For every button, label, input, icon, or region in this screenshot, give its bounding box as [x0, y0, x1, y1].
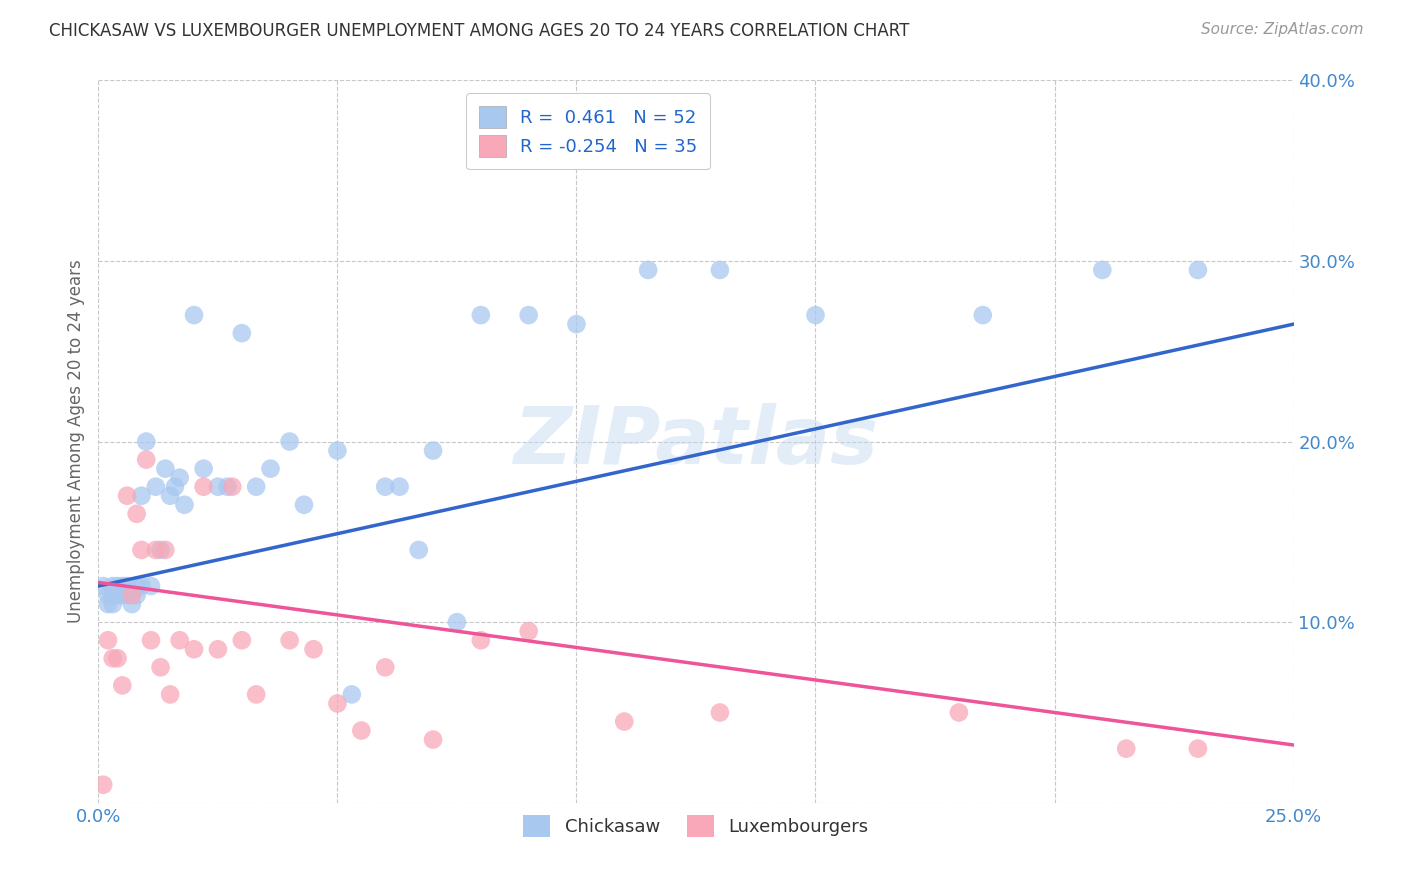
Point: [292, 498, 315, 512]
Point: [245, 480, 267, 494]
Point: [972, 308, 994, 322]
Point: [125, 507, 148, 521]
Point: [115, 489, 138, 503]
Point: [101, 651, 124, 665]
Point: [408, 542, 430, 557]
Point: [107, 651, 129, 665]
Point: [121, 588, 143, 602]
Point: [131, 579, 153, 593]
Point: [101, 588, 124, 602]
Point: [115, 579, 138, 593]
Point: [135, 434, 157, 449]
Point: [422, 732, 444, 747]
Point: [107, 588, 129, 602]
Point: [135, 452, 157, 467]
Point: [278, 434, 301, 449]
Legend: Chickasaw, Luxembourgers: Chickasaw, Luxembourgers: [516, 808, 876, 845]
Point: [613, 714, 636, 729]
Point: [1091, 263, 1114, 277]
Point: [169, 633, 191, 648]
Point: [709, 706, 731, 720]
Point: [111, 579, 134, 593]
Point: [97, 588, 120, 602]
Point: [374, 480, 396, 494]
Point: [948, 706, 970, 720]
Point: [517, 308, 540, 322]
Point: [155, 542, 177, 557]
Point: [302, 642, 325, 657]
Point: [107, 579, 129, 593]
Point: [139, 579, 162, 593]
Point: [149, 542, 172, 557]
Point: [207, 642, 229, 657]
Point: [470, 633, 492, 648]
Point: [422, 443, 444, 458]
Point: [145, 542, 167, 557]
Point: [245, 687, 267, 701]
Point: [149, 660, 172, 674]
Point: [101, 579, 124, 593]
Point: [326, 697, 349, 711]
Point: [183, 642, 205, 657]
Point: [125, 579, 148, 593]
Point: [565, 317, 588, 331]
Point: [231, 633, 253, 648]
Point: [121, 588, 143, 602]
Point: [804, 308, 827, 322]
Point: [159, 489, 181, 503]
Point: [217, 480, 239, 494]
Point: [97, 633, 120, 648]
Point: [259, 461, 281, 475]
Y-axis label: Unemployment Among Ages 20 to 24 years: Unemployment Among Ages 20 to 24 years: [66, 260, 84, 624]
Point: [1187, 741, 1209, 756]
Point: [709, 263, 731, 277]
Point: [221, 480, 243, 494]
Point: [121, 597, 143, 611]
Point: [139, 633, 162, 648]
Point: [470, 308, 492, 322]
Text: ZIPatlas: ZIPatlas: [513, 402, 879, 481]
Point: [193, 480, 215, 494]
Point: [1115, 741, 1137, 756]
Point: [193, 461, 215, 475]
Text: CHICKASAW VS LUXEMBOURGER UNEMPLOYMENT AMONG AGES 20 TO 24 YEARS CORRELATION CHA: CHICKASAW VS LUXEMBOURGER UNEMPLOYMENT A…: [49, 22, 910, 40]
Point: [637, 263, 659, 277]
Point: [340, 687, 363, 701]
Point: [183, 308, 205, 322]
Point: [374, 660, 396, 674]
Point: [125, 588, 148, 602]
Point: [278, 633, 301, 648]
Point: [169, 471, 191, 485]
Point: [131, 489, 153, 503]
Point: [446, 615, 468, 630]
Point: [231, 326, 253, 340]
Point: [163, 480, 186, 494]
Point: [326, 443, 349, 458]
Point: [91, 579, 114, 593]
Point: [145, 480, 167, 494]
Point: [111, 588, 134, 602]
Point: [131, 542, 153, 557]
Point: [155, 461, 177, 475]
Point: [115, 588, 138, 602]
Point: [350, 723, 373, 738]
Point: [1187, 263, 1209, 277]
Point: [207, 480, 229, 494]
Point: [97, 597, 120, 611]
Point: [517, 624, 540, 639]
Point: [159, 687, 181, 701]
Point: [173, 498, 195, 512]
Point: [111, 678, 134, 692]
Point: [91, 778, 114, 792]
Text: Source: ZipAtlas.com: Source: ZipAtlas.com: [1201, 22, 1364, 37]
Point: [101, 597, 124, 611]
Point: [388, 480, 411, 494]
